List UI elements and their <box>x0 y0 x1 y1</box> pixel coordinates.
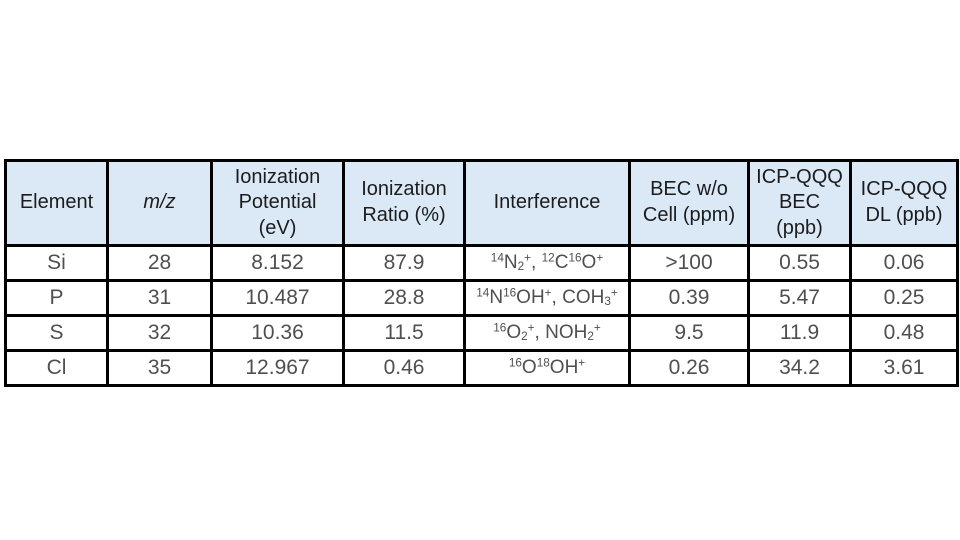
column-header-icpqqq-bec: ICP-QQQ BEC (ppb) <box>747 159 852 247</box>
cell-ionization-potential: 10.36 <box>210 314 345 352</box>
cell-icpqqq-bec: 34.2 <box>747 349 852 387</box>
cell-mz: 35 <box>106 349 213 387</box>
cell-icpqqq-dl: 0.48 <box>849 314 959 352</box>
cell-ionization-potential: 12.967 <box>210 349 345 387</box>
cell-mz: 28 <box>106 244 213 282</box>
cell-ionization-ratio: 28.8 <box>342 279 466 317</box>
table-header: Element m/z Ionization Potential (eV) Io… <box>4 159 959 247</box>
cell-interference: 14N2+, 12C16O+ <box>463 244 631 282</box>
column-header-interference: Interference <box>463 159 631 247</box>
column-header-ionization-ratio: Ionization Ratio (%) <box>342 159 466 247</box>
cell-icpqqq-dl: 0.25 <box>849 279 959 317</box>
cell-ionization-potential: 8.152 <box>210 244 345 282</box>
cell-element: Si <box>4 244 109 282</box>
table-row-si: Si 28 8.152 87.9 14N2+, 12C16O+ >100 0.5… <box>4 244 959 282</box>
cell-icpqqq-bec: 5.47 <box>747 279 852 317</box>
cell-icpqqq-dl: 3.61 <box>849 349 959 387</box>
cell-mz: 31 <box>106 279 213 317</box>
table-row-p: P 31 10.487 28.8 14N16OH+, COH3+ 0.39 5.… <box>4 279 959 317</box>
cell-element: S <box>4 314 109 352</box>
cell-bec-wo-cell: 0.26 <box>628 349 750 387</box>
cell-mz: 32 <box>106 314 213 352</box>
cell-interference: 14N16OH+, COH3+ <box>463 279 631 317</box>
cell-bec-wo-cell: 9.5 <box>628 314 750 352</box>
cell-icpqqq-bec: 11.9 <box>747 314 852 352</box>
column-header-icpqqq-dl: ICP-QQQ DL (ppb) <box>849 159 959 247</box>
cell-icpqqq-bec: 0.55 <box>747 244 852 282</box>
cell-interference: 16O2+, NOH2+ <box>463 314 631 352</box>
cell-ionization-ratio: 87.9 <box>342 244 466 282</box>
header-row: Element m/z Ionization Potential (eV) Io… <box>4 159 959 247</box>
column-header-mz: m/z <box>106 159 213 247</box>
table-row-cl: Cl 35 12.967 0.46 16O18OH+ 0.26 34.2 3.6… <box>4 349 959 387</box>
cell-element: Cl <box>4 349 109 387</box>
column-header-ionization-potential: Ionization Potential (eV) <box>210 159 345 247</box>
cell-ionization-ratio: 11.5 <box>342 314 466 352</box>
cell-ionization-potential: 10.487 <box>210 279 345 317</box>
cell-interference: 16O18OH+ <box>463 349 631 387</box>
cell-bec-wo-cell: >100 <box>628 244 750 282</box>
interference-comparison-table: Element m/z Ionization Potential (eV) Io… <box>4 159 959 387</box>
cell-element: P <box>4 279 109 317</box>
table-body: Si 28 8.152 87.9 14N2+, 12C16O+ >100 0.5… <box>4 244 959 387</box>
cell-icpqqq-dl: 0.06 <box>849 244 959 282</box>
table-row-s: S 32 10.36 11.5 16O2+, NOH2+ 9.5 11.9 0.… <box>4 314 959 352</box>
column-header-bec-wo-cell: BEC w/o Cell (ppm) <box>628 159 750 247</box>
cell-ionization-ratio: 0.46 <box>342 349 466 387</box>
column-header-element: Element <box>4 159 109 247</box>
cell-bec-wo-cell: 0.39 <box>628 279 750 317</box>
